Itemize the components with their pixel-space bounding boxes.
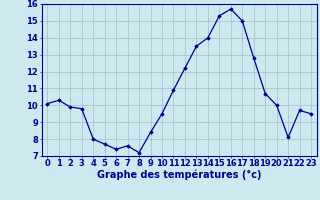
X-axis label: Graphe des températures (°c): Graphe des températures (°c): [97, 170, 261, 180]
